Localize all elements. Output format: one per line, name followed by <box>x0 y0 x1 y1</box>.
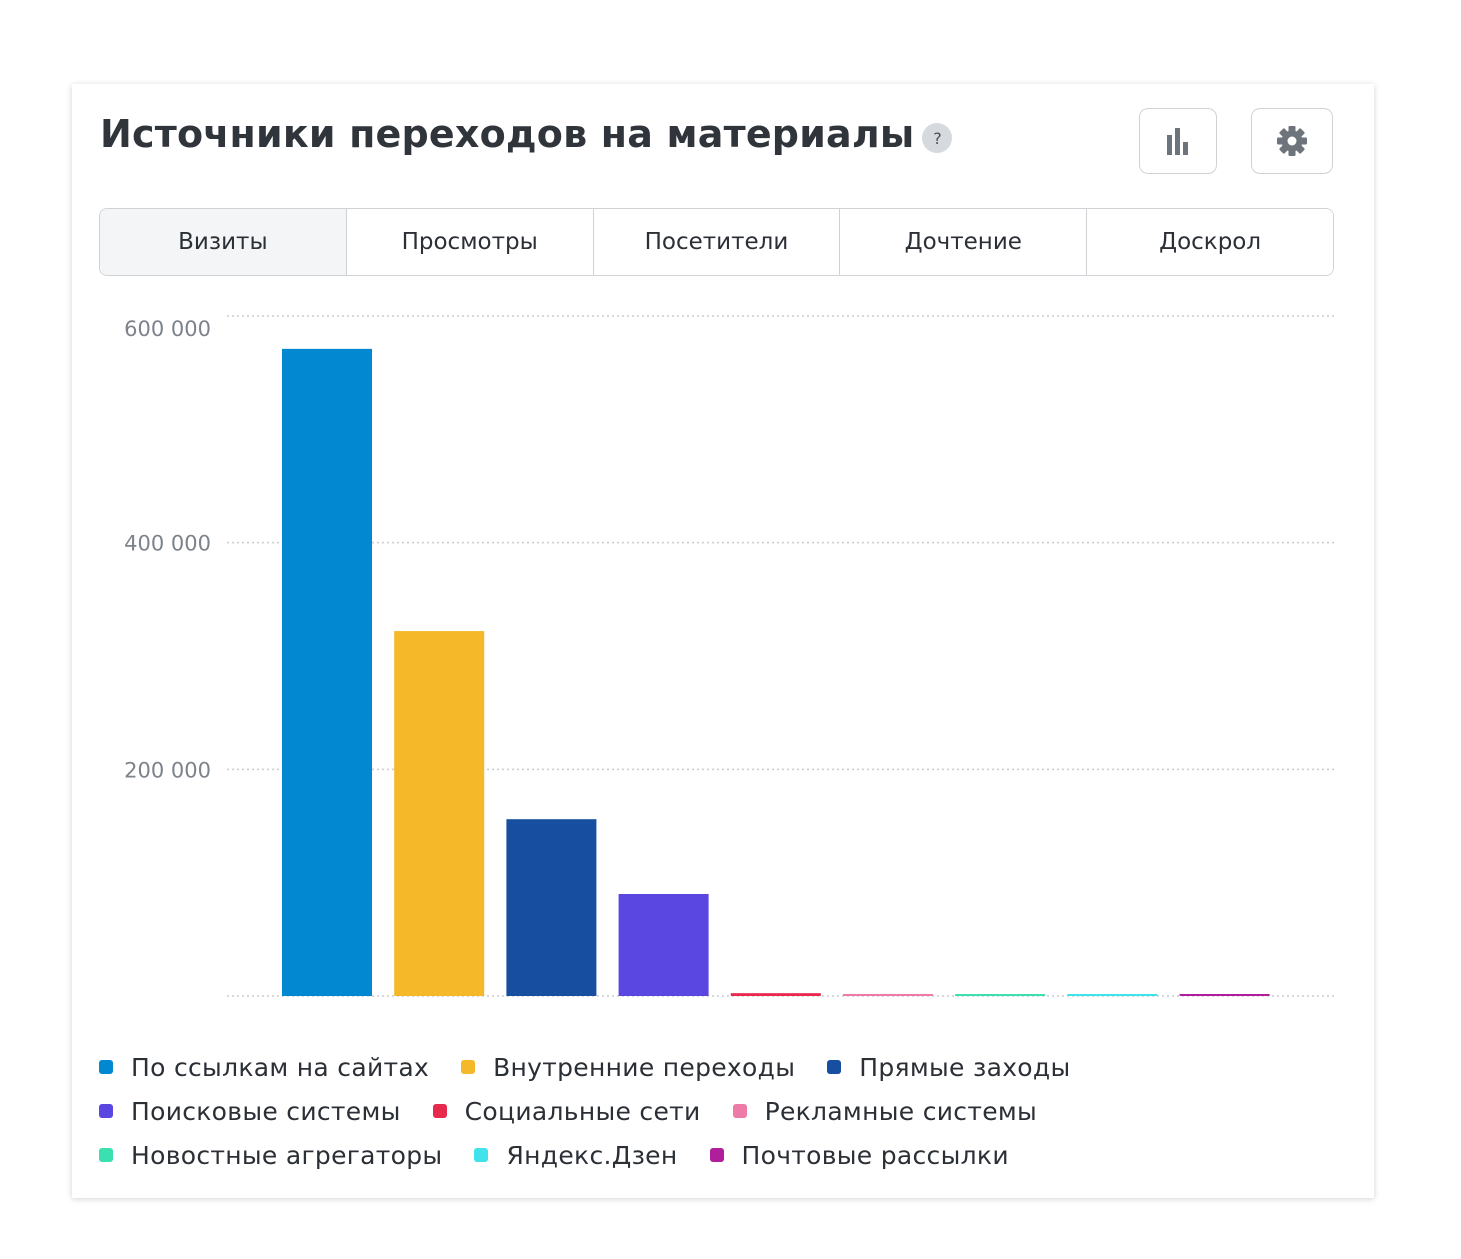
chart-type-button[interactable] <box>1139 108 1217 174</box>
tab-visitors[interactable]: Посетители <box>593 209 841 275</box>
legend-label: Почтовые рассылки <box>741 1140 1009 1170</box>
tab-visits[interactable]: Визиты <box>100 209 347 275</box>
legend-label: По ссылкам на сайтах <box>131 1052 430 1082</box>
settings-button[interactable] <box>1251 108 1333 174</box>
legend-label: Социальные сети <box>464 1096 701 1126</box>
legend-swatch <box>99 1148 113 1162</box>
card-title: Источники переходов на материалы <box>100 112 915 156</box>
legend-swatch <box>99 1104 113 1118</box>
legend-item[interactable]: По ссылкам на сайтах <box>99 1052 429 1082</box>
chart-legend: По ссылкам на сайтах Внутренние переходы П… <box>99 1052 1339 1170</box>
bar[interactable] <box>618 894 709 996</box>
bar[interactable] <box>1179 994 1270 996</box>
bar-chart: 200 000 400 000 600 000 <box>124 315 1334 997</box>
bar[interactable] <box>730 993 821 996</box>
legend-item[interactable]: Рекламные системы <box>732 1096 1038 1126</box>
legend-swatch <box>474 1148 489 1162</box>
legend-row: Поисковые системы Социальные сети Рекламны… <box>99 1096 1339 1126</box>
legend-row: Новостные агрегаторы Яндекс.Дзен Почтовые … <box>99 1140 1339 1170</box>
legend-label: Внутренние переходы <box>493 1052 796 1082</box>
legend-item[interactable]: Внутренние переходы <box>461 1052 795 1082</box>
chart-card: Источники переходов на материалы ? <box>72 84 1374 1198</box>
bar[interactable] <box>282 348 372 996</box>
bar[interactable] <box>955 994 1046 996</box>
legend-label: Поисковые системы <box>131 1096 401 1126</box>
tab-read-depth[interactable]: Дочтение <box>840 209 1088 275</box>
title-row: Источники переходов на материалы ? <box>100 112 953 156</box>
tab-scroll-depth[interactable]: Доскрол <box>1087 209 1333 275</box>
y-tick-label: 400 000 <box>124 532 211 556</box>
legend-swatch <box>99 1060 113 1074</box>
bar[interactable] <box>506 819 597 996</box>
help-icon[interactable]: ? <box>922 123 953 153</box>
y-tick-label: 600 000 <box>124 317 211 341</box>
gear-icon <box>1277 126 1307 156</box>
legend-item[interactable]: Прямые заходы <box>827 1052 1070 1082</box>
legend-item[interactable]: Новостные агрегаторы <box>99 1140 442 1170</box>
metric-tabs: Визиты Просмотры Посетители Дочтение Дос… <box>99 208 1334 276</box>
legend-swatch <box>709 1148 724 1162</box>
legend-swatch <box>461 1060 476 1074</box>
legend-label: Рекламные системы <box>764 1096 1038 1126</box>
legend-item[interactable]: Яндекс.Дзен <box>474 1140 677 1170</box>
bar-chart-icon <box>1167 128 1188 155</box>
legend-label: Новостные агрегаторы <box>131 1140 443 1170</box>
y-tick-label: 200 000 <box>124 758 211 782</box>
legend-label: Прямые заходы <box>859 1052 1071 1082</box>
bar[interactable] <box>394 631 485 996</box>
tab-views[interactable]: Просмотры <box>346 209 594 275</box>
legend-swatch <box>827 1060 842 1074</box>
legend-item[interactable]: Социальные сети <box>432 1096 701 1126</box>
legend-row: По ссылкам на сайтах Внутренние переходы П… <box>99 1052 1339 1082</box>
legend-swatch <box>732 1104 747 1118</box>
legend-label: Яндекс.Дзен <box>506 1140 678 1170</box>
legend-item[interactable]: Поисковые системы <box>99 1096 401 1126</box>
legend-swatch <box>432 1104 447 1118</box>
legend-item[interactable]: Почтовые рассылки <box>709 1140 1009 1170</box>
bar[interactable] <box>1067 994 1158 996</box>
bar[interactable] <box>843 993 933 996</box>
